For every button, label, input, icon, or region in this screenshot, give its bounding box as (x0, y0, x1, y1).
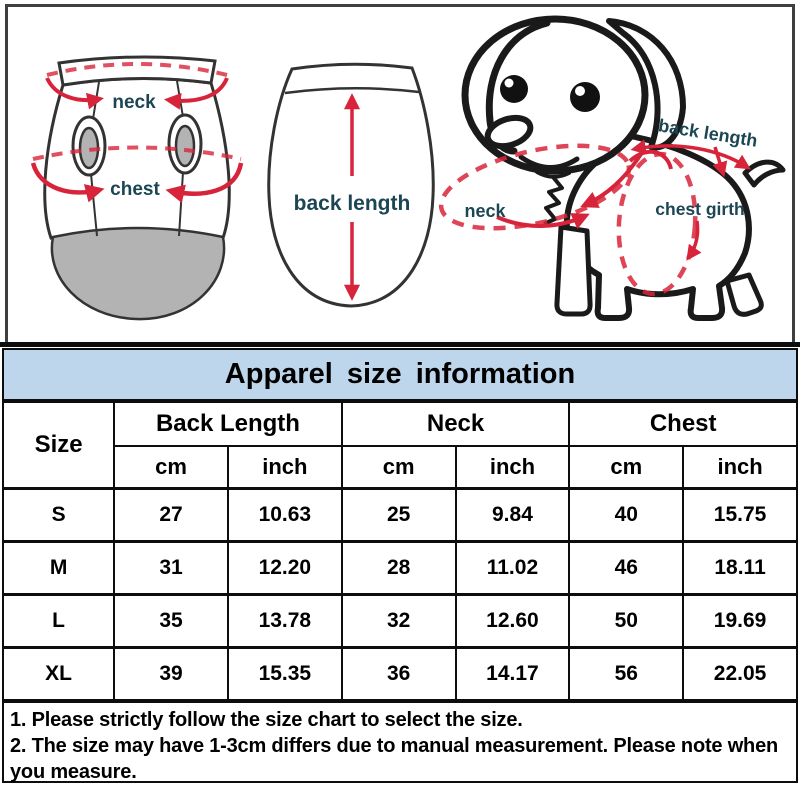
neck-label: neck (112, 92, 156, 113)
garment-front-hem (50, 226, 226, 321)
garment-front-diagram: neck chest (30, 55, 244, 321)
unit-header-inch: inch (682, 445, 798, 490)
column-header-size: Size (1, 401, 116, 490)
dog-front-leg (554, 224, 593, 317)
table-row-m: M 31 12.20 28 11.02 46 18.11 (1, 540, 798, 596)
table-row-l: L 35 13.78 32 12.60 50 19.69 (1, 593, 798, 649)
garment-back-body (267, 62, 435, 308)
column-header-back-length: Back Length (113, 401, 343, 447)
dog-neck-label: neck (464, 201, 506, 221)
value-cell: 35 (113, 593, 229, 649)
garment-back-collar-line (284, 87, 420, 95)
size-cell: M (1, 540, 116, 596)
dog-tail (742, 159, 786, 188)
dog-measurement-diagram: neck chest girth back length (438, 15, 786, 321)
value-cell: 9.84 (454, 487, 571, 543)
note-line-1: 1. Please strictly follow the size chart… (10, 709, 523, 731)
size-cell: XL (1, 646, 116, 701)
value-cell: 50 (568, 593, 685, 649)
back-length-label: back length (294, 192, 411, 215)
dog-mouth (518, 154, 580, 170)
chest-girth-arrow-right (165, 162, 244, 204)
garment-back-diagram: back length (267, 62, 435, 308)
dog-chest-fur (543, 175, 564, 226)
neck-girth-dashed-arc (46, 62, 228, 77)
table-row-s: S 27 10.63 25 9.84 40 15.75 (1, 487, 798, 543)
dog-back-length-tick (712, 146, 728, 178)
dog-body (563, 132, 752, 321)
value-cell: 28 (340, 540, 457, 596)
dog-eye-left-glint (504, 78, 514, 88)
unit-header-cm: cm (568, 445, 685, 490)
column-header-neck: Neck (340, 401, 571, 447)
column-header-chest: Chest (568, 401, 798, 447)
value-cell: 14.17 (454, 646, 571, 701)
unit-header-cm: cm (113, 445, 229, 490)
neck-girth-arrow-left (45, 77, 104, 110)
value-cell: 18.11 (682, 540, 798, 596)
unit-header-row: cm inch cm inch cm inch (3, 445, 798, 490)
value-cell: 40 (568, 487, 685, 543)
notes-box: 1. Please strictly follow the size chart… (2, 701, 798, 783)
dog-back-length-arrow (630, 139, 751, 170)
armhole-right-inner (174, 124, 196, 168)
value-cell: 15.75 (682, 487, 798, 543)
value-cell: 31 (113, 540, 229, 596)
value-cell: 56 (568, 646, 685, 701)
value-cell: 11.02 (454, 540, 571, 596)
value-cell: 27 (113, 487, 229, 543)
value-cell: 12.60 (454, 593, 571, 649)
dog-neck-girth-dashed (438, 143, 632, 231)
dog-eye-right (570, 82, 600, 112)
dog-chin (535, 170, 571, 179)
dog-hind-leg (724, 272, 764, 317)
value-cell: 32 (340, 593, 457, 649)
value-cell: 10.63 (226, 487, 343, 543)
note-line-2: 2. The size may have 1-3cm differs due t… (10, 735, 779, 783)
value-cell: 12.20 (226, 540, 343, 596)
unit-header-inch: inch (226, 445, 343, 490)
dog-eye-left (500, 75, 528, 103)
value-cell: 15.35 (226, 646, 343, 701)
unit-header-inch: inch (454, 445, 571, 490)
chest-girth-arrow-left (30, 162, 105, 203)
value-cell: 22.05 (682, 646, 798, 701)
value-cell: 19.69 (682, 593, 798, 649)
size-cell: L (1, 593, 116, 649)
value-cell: 36 (340, 646, 457, 701)
table-title: Apparel size information (2, 348, 798, 401)
dog-neck-arrow (496, 213, 590, 230)
dog-nose (484, 114, 534, 150)
measurement-diagrams: neck chest back length (5, 4, 795, 342)
size-table: Size Back Length Neck Chest cm inch cm i… (1, 401, 798, 701)
size-cell: S (1, 487, 116, 543)
neck-girth-arrow-right (163, 77, 229, 110)
value-cell: 25 (340, 487, 457, 543)
unit-header-cm: cm (340, 445, 457, 490)
group-header-row: Size Back Length Neck Chest (1, 401, 798, 490)
chest-girth-dashed-arc (32, 145, 242, 161)
chest-label: chest (110, 179, 160, 200)
garment-front-collar (57, 55, 217, 87)
section-divider (0, 342, 800, 347)
value-cell: 46 (568, 540, 685, 596)
table-row-xl: XL 39 15.35 36 14.17 56 22.05 (1, 646, 798, 701)
value-cell: 39 (113, 646, 229, 701)
dog-chest-girth-label: chest girth (655, 199, 744, 219)
value-cell: 13.78 (226, 593, 343, 649)
dog-chest-girth-down-arrow (686, 220, 702, 261)
dog-eye-right-glint (575, 86, 585, 96)
